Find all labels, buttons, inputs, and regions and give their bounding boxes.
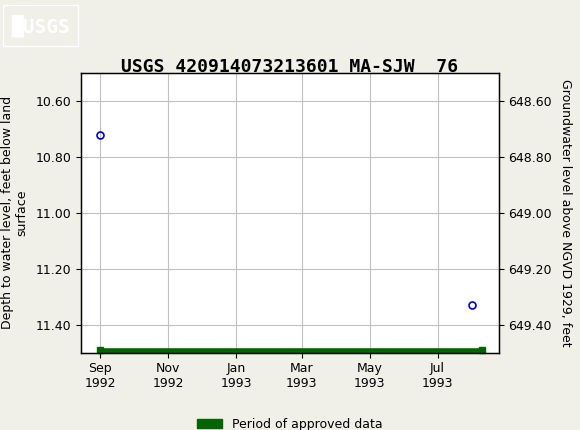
Legend: Period of approved data: Period of approved data [192, 413, 388, 430]
Text: █USGS: █USGS [12, 15, 70, 37]
Text: USGS 420914073213601 MA-SJW  76: USGS 420914073213601 MA-SJW 76 [121, 58, 459, 76]
Y-axis label: Depth to water level, feet below land
surface: Depth to water level, feet below land su… [1, 96, 28, 329]
Y-axis label: Groundwater level above NGVD 1929, feet: Groundwater level above NGVD 1929, feet [559, 79, 572, 347]
